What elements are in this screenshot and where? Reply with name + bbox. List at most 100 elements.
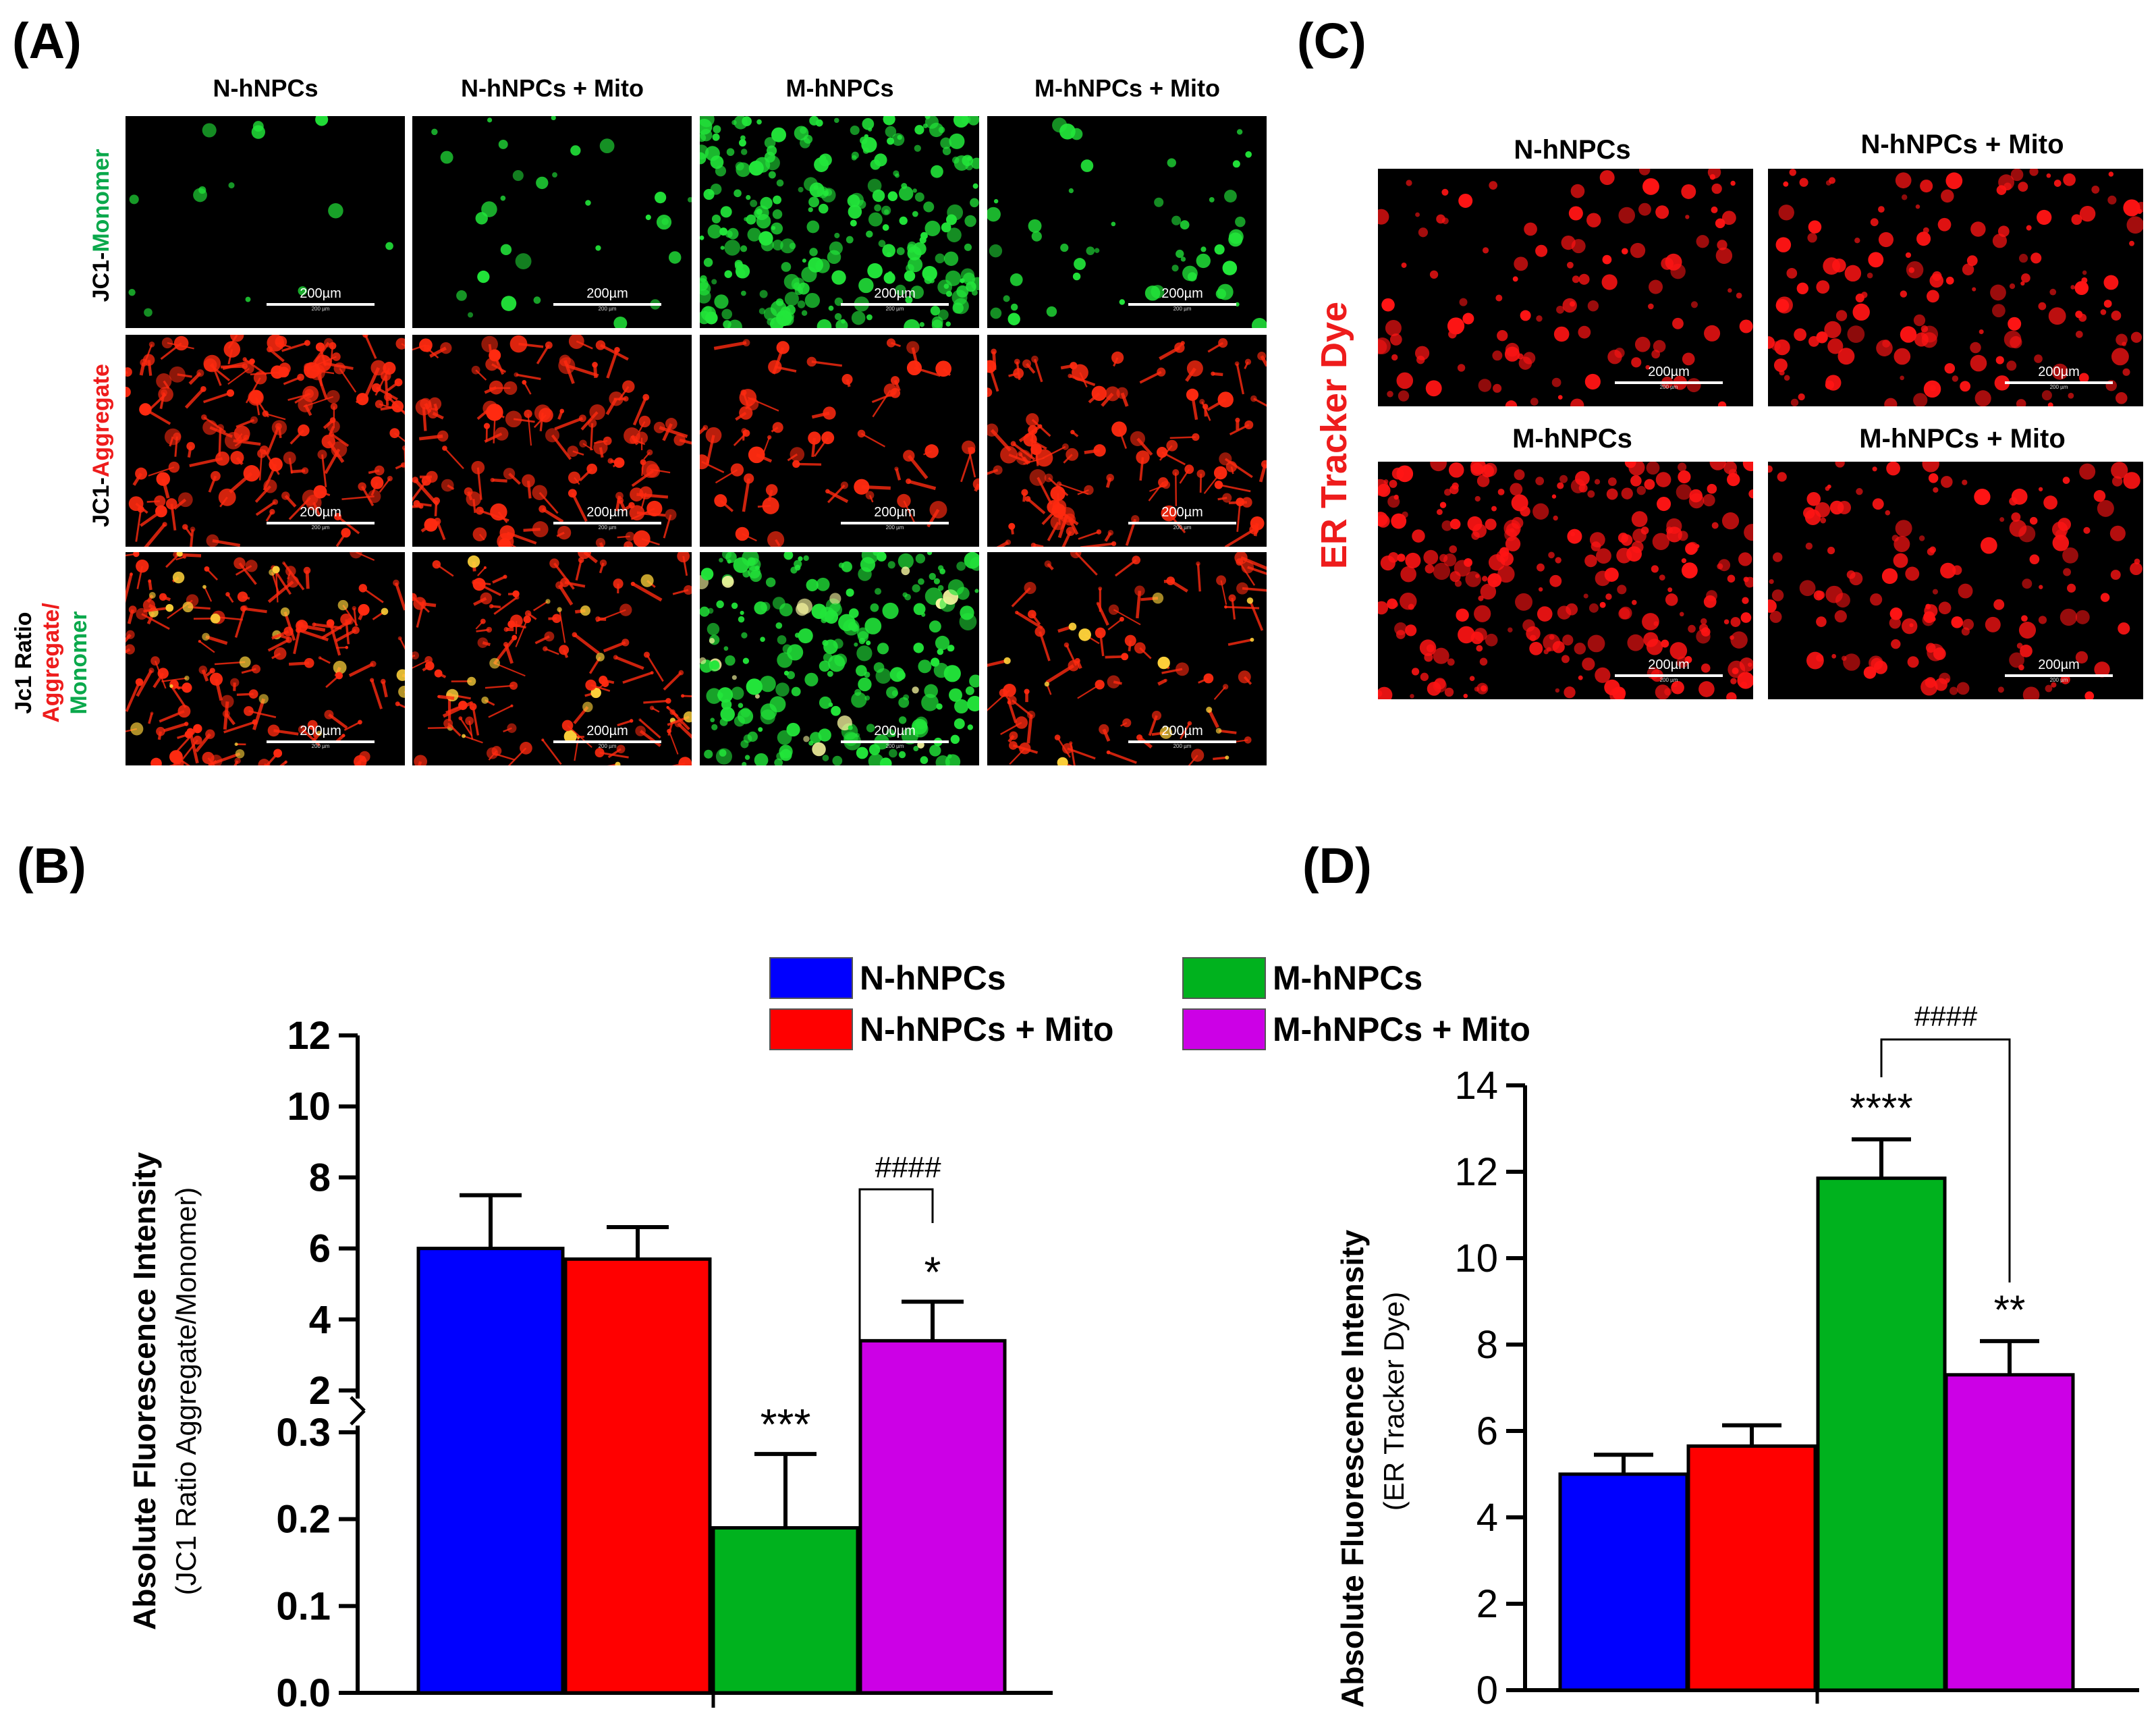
scale-bar: 200µm 200 µm: [1615, 657, 1723, 683]
scale-bar-label: 200µm: [874, 724, 916, 738]
scale-bar-sublabel: 200 µm: [885, 524, 904, 531]
micrograph-image: 200µm 200 µm: [987, 552, 1267, 765]
micrograph-image: 200µm 200 µm: [700, 552, 979, 765]
panel-c-title: M-hNPCs + Mito: [1859, 424, 2066, 454]
y-tick-label: 12: [1454, 1150, 1498, 1194]
y-tick-label: 14: [1454, 1064, 1498, 1108]
scale-bar: 200µm 200 µm: [267, 286, 375, 312]
micrograph-image: 200µm 200 µm: [126, 335, 405, 547]
scale-bar: 200µm 200 µm: [1128, 286, 1236, 312]
scale-bar-label: 200µm: [1161, 286, 1203, 301]
scale-bar-label: 200µm: [874, 505, 916, 520]
scale-bar-label: 200µm: [300, 724, 341, 738]
micrograph-image: 200µm 200 µm: [987, 335, 1267, 547]
bar: [416, 1247, 565, 1695]
bar: [858, 1338, 1007, 1695]
scale-bar-sublabel: 200 µm: [2049, 677, 2068, 683]
scale-bar-label: 200µm: [2038, 657, 2080, 672]
significance-bracket: [1880, 1038, 2011, 1282]
significance-label: ***: [761, 1400, 811, 1449]
scale-bar-sublabel: 200 µm: [311, 306, 330, 312]
significance-label: **: [1994, 1287, 2026, 1332]
scale-bar: 200µm 200 µm: [2005, 657, 2113, 683]
scale-bar-sublabel: 200 µm: [1659, 384, 1678, 390]
y-tick-label: 2: [1476, 1582, 1498, 1626]
scale-bar-label: 200µm: [1161, 505, 1203, 520]
scale-bar-sublabel: 200 µm: [1173, 524, 1192, 531]
y-axis-title: Absolute Fluorescence Intensity: [127, 1152, 162, 1630]
panel-b-letter: (B): [17, 838, 86, 894]
bar: [1944, 1373, 2075, 1692]
scale-bar-label: 200µm: [1648, 364, 1690, 379]
micrograph-image: 200µm 200 µm: [1378, 462, 1753, 699]
scale-bar-sublabel: 200 µm: [598, 743, 617, 749]
scale-bar-sublabel: 200 µm: [311, 743, 330, 749]
y-tick-label: 0.0: [276, 1671, 331, 1715]
legend-label: M-hNPCs: [1273, 959, 1423, 997]
y-tick-label: 4: [1476, 1496, 1498, 1540]
panel-a-letter: (A): [12, 13, 82, 69]
micrograph-image: 200µm 200 µm: [412, 552, 692, 765]
scale-bar-label: 200µm: [1648, 657, 1690, 672]
legend-label: N-hNPCs: [860, 959, 1006, 997]
scale-bar-label: 200µm: [300, 286, 341, 301]
scale-bar: 200µm 200 µm: [1128, 724, 1236, 749]
micrograph-image: 200µm 200 µm: [987, 116, 1267, 328]
axis-break: [350, 1409, 366, 1426]
y-axis-subtitle: (JC1 Ratio Aggregate/Monomer): [170, 1187, 202, 1596]
scale-bar: 200µm 200 µm: [267, 505, 375, 531]
micrograph-image: 200µm 200 µm: [1378, 169, 1753, 406]
y-tick-label: 4: [309, 1298, 331, 1342]
bar: [563, 1257, 712, 1695]
row-label-ratio: Jc1 Ratio Aggregate/ Monomer: [11, 603, 92, 723]
y-tick-label: 10: [1454, 1237, 1498, 1280]
bar: [711, 1526, 860, 1695]
y-tick-label: 0.3: [276, 1411, 331, 1455]
micrograph-image: 200µm 200 µm: [700, 335, 979, 547]
scale-bar: 200µm 200 µm: [553, 286, 661, 312]
legend-swatch: [1182, 957, 1266, 999]
micrograph-image: 200µm 200 µm: [412, 335, 692, 547]
y-axis-subtitle: (ER Tracker Dye): [1378, 1292, 1410, 1511]
legend-swatch: [769, 957, 853, 999]
legend-swatch: [1182, 1008, 1266, 1050]
y-axis-title: Absolute Fluorescence Intensity: [1335, 1230, 1370, 1708]
scale-bar-label: 200µm: [586, 724, 628, 738]
legend-label: M-hNPCs + Mito: [1273, 1010, 1530, 1048]
scale-bar-label: 200µm: [300, 505, 341, 520]
panel-a-column-title: M-hNPCs: [785, 74, 894, 102]
scale-bar-label: 200µm: [586, 286, 628, 301]
scale-bar: 200µm 200 µm: [2005, 364, 2113, 390]
y-tick-label: 0.1: [276, 1584, 331, 1628]
scale-bar-sublabel: 200 µm: [598, 524, 617, 531]
scale-bar: 200µm 200 µm: [1128, 505, 1236, 531]
scale-bar-sublabel: 200 µm: [885, 306, 904, 312]
y-tick-label: 6: [309, 1227, 331, 1271]
y-tick-label: 8: [309, 1156, 331, 1199]
significance-bracket: [858, 1188, 934, 1388]
chart-d: 0 2 4 6 8 10 12 14 Absolute Fluorescence Intensi…: [1335, 1000, 2139, 1712]
y-tick-label: 0: [1476, 1669, 1498, 1712]
y-tick-label: 8: [1476, 1323, 1498, 1367]
y-tick-label: 12: [287, 1014, 331, 1058]
scale-bar-sublabel: 200 µm: [598, 306, 617, 312]
scale-bar-sublabel: 200 µm: [1173, 743, 1192, 749]
chart-b: 0.0 0.1 0.2 0.32 4 6 8 10 12 Absolute Fluorescenc…: [127, 1014, 1053, 1715]
scale-bar: 200µm 200 µm: [841, 724, 949, 749]
scale-bar-sublabel: 200 µm: [885, 743, 904, 749]
legend-swatch: [769, 1008, 853, 1050]
micrograph-image: 200µm 200 µm: [126, 552, 405, 765]
micrograph-image: 200µm 200 µm: [412, 116, 692, 328]
y-tick-label: 2: [309, 1369, 331, 1413]
scale-bar-label: 200µm: [586, 505, 628, 520]
legend-label: N-hNPCs + Mito: [860, 1010, 1114, 1048]
micrograph-image: 200µm 200 µm: [126, 116, 405, 328]
panel-c-title: N-hNPCs: [1514, 135, 1631, 165]
scale-bar: 200µm 200 µm: [553, 724, 661, 749]
panel-d-letter: (D): [1302, 838, 1372, 894]
scale-bar-sublabel: 200 µm: [1659, 677, 1678, 683]
bracket-label: ####: [1914, 1000, 1977, 1032]
bracket-label: ####: [875, 1151, 941, 1184]
er-tracker-label: ER Tracker Dye: [1314, 301, 1354, 570]
scale-bar-sublabel: 200 µm: [2049, 384, 2068, 390]
